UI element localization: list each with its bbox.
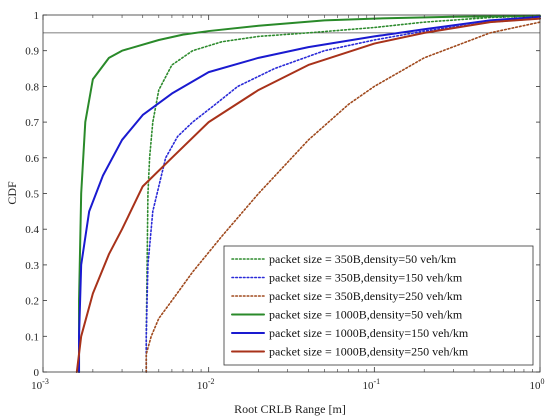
series-line-1 bbox=[145, 14, 541, 373]
legend-entry-label: packet size = 350B,density=50 veh/km bbox=[269, 252, 457, 266]
y-tick-label: 0.2 bbox=[25, 296, 39, 308]
y-tick-label: 0.1 bbox=[25, 331, 39, 343]
x-tick-label: 10-3 bbox=[31, 377, 49, 392]
legend-box bbox=[223, 245, 534, 366]
y-axis-label: CDF bbox=[5, 181, 19, 205]
series-line-3 bbox=[145, 21, 541, 373]
series-line-2 bbox=[145, 17, 541, 373]
x-axis-label: Root CRLB Range [m] bbox=[234, 402, 346, 416]
series-line-5 bbox=[78, 15, 541, 373]
series-line-4 bbox=[78, 14, 541, 373]
legend-entry-label: packet size = 350B,density=250 veh/km bbox=[269, 289, 463, 303]
y-tick-label: 0.5 bbox=[25, 189, 39, 201]
x-tick-label: 10-2 bbox=[197, 377, 215, 392]
series-line-6 bbox=[75, 17, 541, 373]
legend: packet size = 350B,density=50 veh/km pack… bbox=[223, 245, 534, 366]
legend-entry-label: packet size = 1000B,density=50 veh/km bbox=[269, 308, 463, 322]
axes-layer: 0 0.1 0.2 0.3 0.4 0.5 0.6 0.7 0.8 0.9 1 10-3 10-2 10-… bbox=[25, 10, 544, 392]
y-tick-label: 0.8 bbox=[25, 81, 39, 93]
y-tick-label: 0.9 bbox=[25, 46, 39, 58]
y-tick-label: 0.4 bbox=[25, 224, 39, 236]
legend-entry-label: packet size = 1000B,density=150 veh/km bbox=[269, 326, 469, 340]
y-tick-label: 0.3 bbox=[25, 260, 39, 272]
x-tick-label: 100 bbox=[530, 377, 545, 392]
y-tick-label: 0.6 bbox=[25, 153, 39, 165]
y-tick-label: 1 bbox=[34, 10, 40, 22]
legend-entry-label: packet size = 1000B,density=250 veh/km bbox=[269, 345, 469, 359]
legend-entry-label: packet size = 350B,density=150 veh/km bbox=[269, 271, 463, 285]
y-tick-label: 0 bbox=[34, 367, 40, 379]
x-tick-label: 10-1 bbox=[362, 377, 380, 392]
series-layer bbox=[75, 14, 541, 373]
y-tick-label: 0.7 bbox=[25, 117, 39, 129]
